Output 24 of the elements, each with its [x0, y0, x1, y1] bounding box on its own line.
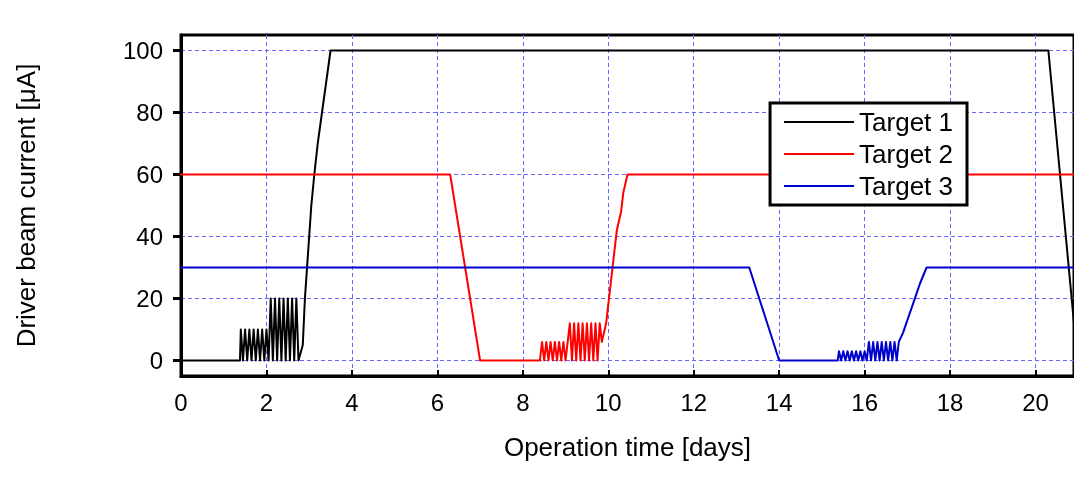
x-tick-label: 14	[765, 388, 793, 416]
x-tick-label: 0	[174, 388, 188, 416]
y-tick-label: 40	[136, 223, 163, 250]
y-tick-label: 80	[136, 99, 163, 126]
y-tick-label: 100	[122, 37, 163, 64]
x-axis-title: Operation time [days]	[503, 432, 752, 462]
x-tick-label: 8	[516, 388, 530, 416]
x-tick-label: 2	[259, 388, 274, 416]
x-tick-label: 18	[936, 388, 964, 416]
x-tick-label: 6	[430, 388, 445, 416]
legend-label: Target 2	[859, 139, 954, 169]
x-tick-label: 20	[1022, 388, 1049, 416]
x-tick-label: 4	[345, 388, 359, 416]
line-series	[180, 173, 1074, 362]
x-tick-label: 16	[851, 388, 878, 416]
line-series	[180, 266, 1074, 362]
x-tick-label: 12	[680, 388, 708, 416]
y-tick-label: 0	[149, 347, 163, 374]
x-tick-label: 10	[594, 388, 622, 416]
legend-label: Target 1	[859, 107, 954, 137]
y-tick-label: 20	[136, 285, 163, 312]
legend-label: Target 3	[859, 171, 954, 201]
y-axis-title: Driver beam current [μA]	[11, 63, 41, 348]
y-tick-label: 60	[136, 161, 163, 188]
